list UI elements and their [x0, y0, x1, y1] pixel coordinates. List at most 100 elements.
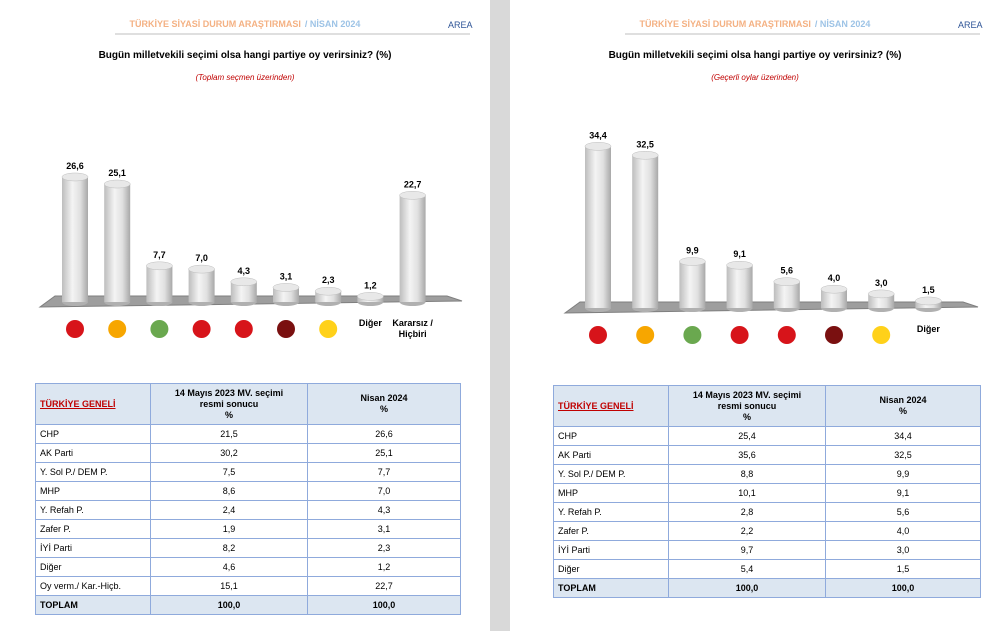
value-label: 4,3 [238, 266, 251, 276]
table-cell: 34,4 [825, 426, 981, 446]
table-cell: 2,3 [307, 538, 461, 558]
value-label: 3,0 [875, 278, 888, 288]
bar-top [188, 264, 215, 274]
table-cell: 100,0 [307, 595, 461, 615]
table-cell: 8,6 [150, 481, 308, 501]
table-cell: 9,1 [825, 483, 981, 503]
bar-top [631, 151, 659, 160]
party-icon [777, 326, 796, 344]
bar-top [915, 296, 942, 306]
table-cell: İYİ Parti [35, 538, 151, 558]
value-label: 9,1 [733, 249, 746, 259]
party-icon [683, 326, 702, 344]
table-cell: 1,9 [150, 519, 308, 539]
header-title: TÜRKİYE SİYASİ DURUM ARAŞTIRMASI [130, 19, 301, 29]
party-icon [589, 326, 607, 344]
party-icon [636, 326, 655, 344]
table-cell: TOPLAM [553, 578, 669, 598]
table-cell: Diğer [35, 557, 151, 577]
table-cell: Y. Refah P. [35, 500, 151, 520]
table-cell: AK Parti [553, 445, 669, 465]
table-header-row: TÜRKİYE GENELİ 14 Mayıs 2023 MV. seçimi re… [553, 385, 981, 427]
header-date: / NİSAN 2024 [305, 19, 361, 29]
bar-top [272, 283, 300, 292]
table-row: MHP 8,6 7,0 [35, 481, 461, 501]
table-cell: Zafer P. [35, 519, 151, 539]
table-row: AK Parti 30,2 25,1 [35, 443, 461, 463]
results-table: TÜRKİYE GENELİ 14 Mayıs 2023 MV. seçimi re… [35, 383, 461, 615]
party-icon [277, 320, 295, 338]
page: TÜRKİYE SİYASİ DURUM ARAŞTIRMASI / NİSAN … [510, 0, 1000, 631]
bar-top [230, 277, 258, 287]
bar-top [103, 179, 131, 189]
header-line: Nisan 2024 [879, 395, 927, 405]
bar-top [357, 292, 384, 301]
party-icon [825, 326, 843, 344]
header-line: Nisan 2024 [360, 393, 408, 403]
table-cell: 2,8 [668, 502, 826, 522]
table-cell: 25,1 [307, 443, 461, 463]
table-cell: Zafer P. [553, 521, 669, 541]
bar [230, 281, 257, 302]
table-cell: MHP [35, 481, 151, 501]
table-cell: 25,4 [668, 426, 826, 446]
value-label: 7,7 [153, 250, 166, 260]
table-cell: 2,2 [668, 521, 826, 541]
table-row: Zafer P. 1,9 3,1 [35, 519, 461, 539]
bar [585, 146, 611, 308]
header-title: TÜRKİYE SİYASİ DURUM ARAŞTIRMASI [640, 19, 811, 29]
table-row: AK Parti 35,6 32,5 [553, 445, 981, 465]
value-label: 7,0 [195, 253, 208, 263]
value-label: 22,7 [404, 179, 422, 189]
chart-title: Bugün milletvekili seçimi olsa hangi par… [609, 50, 902, 61]
table-cell: 4,6 [150, 557, 308, 577]
header: TÜRKİYE SİYASİ DURUM ARAŞTIRMASI / NİSAN … [640, 19, 871, 29]
table-row: MHP 10,1 9,1 [553, 483, 981, 503]
party-icon [192, 320, 211, 338]
bar [146, 265, 173, 302]
header-line: 14 Mayıs 2023 MV. seçimi [174, 387, 284, 398]
header-cell: TÜRKİYE GENELİ [35, 383, 151, 425]
table-cell: 10,1 [668, 483, 826, 503]
bar [315, 291, 342, 302]
bar [632, 155, 659, 308]
table-row: Y. Sol P./ DEM P. 8,8 9,9 [553, 464, 981, 484]
header-line: % [742, 411, 751, 422]
header-date: / NİSAN 2024 [815, 19, 871, 29]
bar-top [679, 257, 706, 266]
value-label: 1,5 [922, 285, 935, 295]
value-label: 9,9 [686, 245, 699, 255]
party-icon [66, 320, 84, 338]
table-row: CHP 25,4 34,4 [553, 426, 981, 446]
value-label: 34,4 [589, 130, 607, 140]
table-cell: 3,0 [825, 540, 981, 560]
header-cell: 14 Mayıs 2023 MV. seçimi resmi sonucu% [150, 383, 308, 425]
table-cell: 5,6 [825, 502, 981, 522]
header-line: % [379, 404, 388, 414]
value-label: 32,5 [636, 139, 654, 149]
header-cell: Nisan 2024% [307, 383, 461, 425]
party-icon [150, 320, 169, 338]
table-cell: 7,5 [150, 462, 308, 482]
party-icon [319, 320, 338, 338]
category-label: Diğer [916, 324, 940, 334]
table-row: CHP 21,5 26,6 [35, 424, 461, 444]
table-row: Y. Refah P. 2,8 5,6 [553, 502, 981, 522]
table-cell: 100,0 [825, 578, 981, 598]
party-icon [872, 326, 891, 344]
table-cell: 100,0 [668, 578, 826, 598]
table-cell: 100,0 [150, 595, 308, 615]
results-table: TÜRKİYE GENELİ 14 Mayıs 2023 MV. seçimi re… [553, 385, 981, 598]
value-label: 25,1 [108, 168, 126, 178]
header-line: % [898, 406, 907, 416]
header-line: TÜRKİYE GENELİ [40, 398, 116, 409]
category-label: Diğer [358, 318, 382, 328]
bar-top [61, 172, 89, 182]
value-label: 4,0 [828, 273, 841, 283]
header-line: % [224, 409, 233, 420]
header-line: TÜRKİYE GENELİ [558, 400, 634, 411]
table-cell: MHP [553, 483, 669, 503]
table-cell: 7,7 [307, 462, 461, 482]
table-cell: AK Parti [35, 443, 151, 463]
